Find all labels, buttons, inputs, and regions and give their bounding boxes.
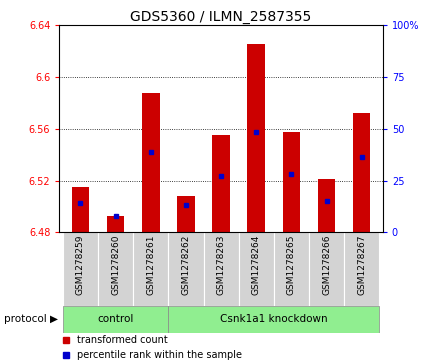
Text: GSM1278265: GSM1278265 — [287, 234, 296, 295]
Bar — [63, 232, 98, 306]
Bar — [204, 232, 238, 306]
Bar — [247, 44, 265, 232]
Bar — [107, 216, 125, 232]
Text: GSM1278261: GSM1278261 — [146, 234, 155, 295]
Title: GDS5360 / ILMN_2587355: GDS5360 / ILMN_2587355 — [131, 11, 312, 24]
Text: control: control — [97, 314, 134, 324]
Text: GSM1278262: GSM1278262 — [181, 234, 191, 295]
Text: GSM1278266: GSM1278266 — [322, 234, 331, 295]
Bar — [282, 131, 300, 232]
Text: GSM1278264: GSM1278264 — [252, 234, 261, 295]
Bar — [353, 113, 370, 232]
Text: GSM1278259: GSM1278259 — [76, 234, 85, 295]
Bar — [213, 135, 230, 232]
Bar — [169, 232, 204, 306]
Bar — [142, 93, 160, 232]
Bar — [318, 179, 335, 232]
Bar — [133, 232, 169, 306]
Bar — [177, 196, 195, 232]
Text: transformed count: transformed count — [77, 335, 168, 345]
Text: protocol ▶: protocol ▶ — [4, 314, 59, 324]
Bar — [98, 232, 133, 306]
Bar — [238, 232, 274, 306]
Text: GSM1278260: GSM1278260 — [111, 234, 120, 295]
Text: GSM1278267: GSM1278267 — [357, 234, 366, 295]
Bar — [309, 232, 344, 306]
Text: GSM1278263: GSM1278263 — [216, 234, 226, 295]
Bar — [274, 232, 309, 306]
Text: Csnk1a1 knockdown: Csnk1a1 knockdown — [220, 314, 328, 324]
Bar — [344, 232, 379, 306]
Bar — [169, 306, 379, 333]
Bar — [72, 187, 89, 232]
Bar — [63, 306, 169, 333]
Text: percentile rank within the sample: percentile rank within the sample — [77, 350, 242, 360]
